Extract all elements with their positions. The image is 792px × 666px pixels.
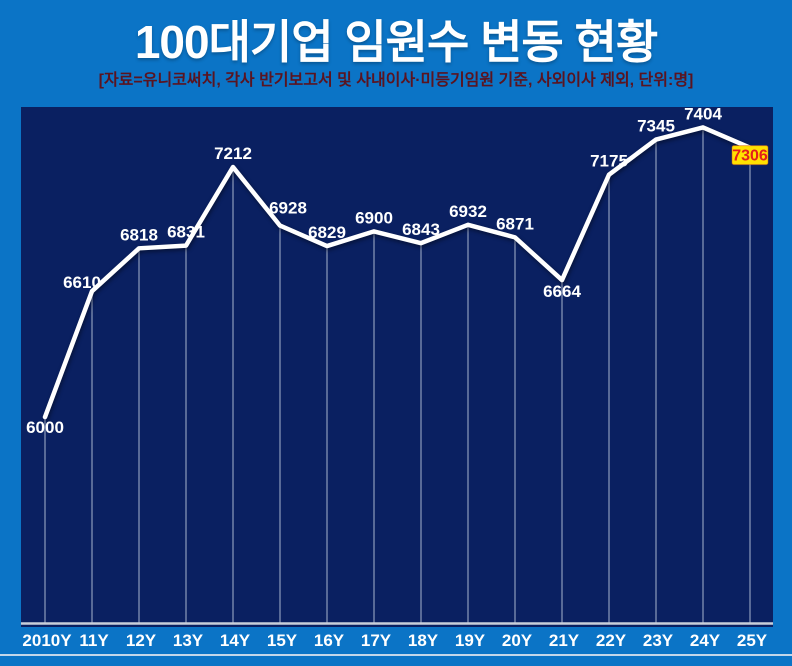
x-axis-label-22Y: 22Y [595, 631, 627, 650]
trend-line [42, 125, 753, 420]
x-axis-label-20Y: 20Y [501, 631, 533, 650]
x-axis-label-14Y: 14Y [219, 631, 251, 650]
value-label-11Y: 6610 [63, 273, 101, 292]
x-axis-label-2010Y: 2010Y [22, 631, 72, 650]
value-label-17Y: 6900 [355, 208, 393, 227]
value-label-13Y: 6831 [167, 223, 205, 242]
value-label-19Y: 6932 [449, 202, 487, 221]
page-subtitle: [자료=유니코써치, 각사 반기보고서 및 사내이사·미등기임원 기준, 사외이… [98, 72, 694, 89]
value-label-21Y: 6664 [543, 282, 581, 301]
bottom-divider [0, 654, 792, 656]
x-axis-label-13Y: 13Y [172, 631, 204, 650]
x-axis-label-21Y: 21Y [548, 631, 580, 650]
chart-panel: 6000 6610 6818 6831 7212 6928 6829 6900 6843 6932… [21, 107, 773, 627]
x-axis-label-15Y: 15Y [266, 631, 298, 650]
x-axis-label-25Y: 25Y [736, 631, 768, 650]
value-label-15Y: 6928 [269, 199, 307, 218]
value-label-23Y: 7345 [637, 117, 675, 136]
value-label-20Y: 6871 [496, 214, 534, 233]
x-axis: 2010Y 11Y 12Y 13Y 14Y 15Y 16Y 17Y 18Y 19Y 20Y 21Y 22… [21, 631, 773, 655]
page-title: 100대기업 임원수 변동 현황 [134, 16, 658, 68]
x-axis-label-17Y: 17Y [360, 631, 392, 650]
x-axis-label-19Y: 19Y [454, 631, 486, 650]
value-label-16Y: 6829 [308, 223, 346, 242]
value-label-2010Y: 6000 [26, 418, 64, 437]
x-axis-label-23Y: 23Y [642, 631, 674, 650]
x-axis-label-11Y: 11Y [79, 631, 109, 650]
value-label-24Y: 7404 [684, 107, 722, 123]
x-axis-label-24Y: 24Y [689, 631, 721, 650]
x-axis-label-16Y: 16Y [313, 631, 345, 650]
x-axis-label-12Y: 12Y [125, 631, 157, 650]
x-axis-label-18Y: 18Y [407, 631, 439, 650]
highlight-value-label: 7306 [732, 148, 768, 165]
highlight-value-box [731, 145, 769, 166]
value-label-22Y: 7175 [590, 152, 628, 171]
value-label-12Y: 6818 [120, 225, 158, 244]
value-label-18Y: 6843 [402, 220, 440, 239]
value-label-14Y: 7212 [214, 144, 252, 163]
